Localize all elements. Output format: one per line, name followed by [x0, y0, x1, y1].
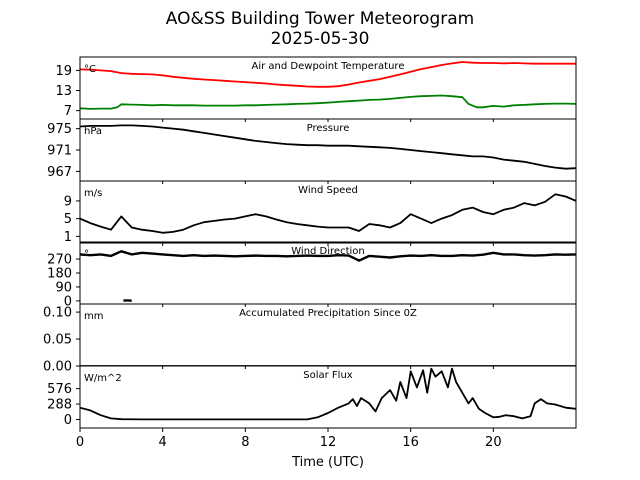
wind_direction-series-0-line: [80, 250, 576, 262]
x-axis: 0 4 8 12 16 20: [76, 435, 502, 450]
wind_speed-unit-label: m/s: [84, 188, 102, 199]
xtick-label: 4: [159, 435, 167, 450]
wind_speed-series-0-line: [80, 193, 576, 234]
precipitation-ytick-label: 0.00: [43, 360, 72, 375]
xtick-label: 0: [76, 435, 84, 450]
panel-pressure: Pressure hPa 967 971 975: [47, 118, 577, 184]
pressure-panel-title: Pressure: [307, 123, 350, 134]
solar_flux-series-0-line: [80, 367, 576, 421]
wind_direction-ytick-label: 90: [55, 280, 72, 295]
temperature-panel-title: Air and Dewpoint Temperature: [252, 61, 405, 72]
panel-wind_speed: Wind Speed m/s 1 5 9: [64, 180, 577, 246]
pressure-unit-label: hPa: [84, 126, 102, 137]
panel-precipitation: Accumulated Precipitation Since 0Z mm 0.00…: [43, 303, 577, 375]
wind_speed-ytick-label: 5: [64, 212, 72, 227]
pressure-series-0-line: [80, 124, 576, 170]
precipitation-ytick-label: 0.10: [43, 306, 72, 321]
panel-temperature: Air and Dewpoint Temperature °C 7 13 19: [55, 56, 577, 122]
solar_flux-ytick-label: 0: [64, 413, 72, 428]
xtick-label: 16: [402, 435, 419, 450]
precipitation-panel-title: Accumulated Precipitation Since 0Z: [239, 308, 417, 319]
precipitation-unit-label: mm: [84, 311, 103, 322]
wind_direction-ytick-label: 180: [47, 267, 72, 282]
xtick-label: 12: [320, 435, 337, 450]
temperature-ytick-label: 7: [64, 104, 72, 119]
pressure-ytick-label: 975: [47, 122, 72, 137]
panels-group: Air and Dewpoint Temperature°C71319Press…: [43, 56, 577, 432]
wind_speed-ytick-label: 9: [64, 194, 72, 209]
solar_flux-ytick-label: 288: [47, 398, 72, 413]
wind_speed-ytick-label: 1: [64, 230, 72, 245]
solar_flux-unit-label: W/m^2: [84, 373, 122, 384]
wind_speed-panel-title: Wind Speed: [298, 185, 358, 196]
wind_direction-ytick-label: 270: [47, 253, 72, 268]
solar_flux-panel-title: Solar Flux: [303, 370, 353, 381]
temperature-series-0-line: [80, 61, 576, 88]
temperature-unit-label: °C: [84, 64, 96, 75]
xtick-label: 20: [485, 435, 502, 450]
pressure-ytick-label: 967: [47, 165, 72, 180]
chart-title-line-2: 2025-05-30: [271, 29, 370, 49]
temperature-ytick-label: 13: [55, 84, 72, 99]
wind_direction-panel-title: Wind Direction: [291, 246, 365, 257]
temperature-series-1-line: [80, 94, 576, 110]
pressure-ytick-label: 971: [47, 144, 72, 159]
x-axis-label: Time (UTC): [291, 455, 364, 470]
xtick-label: 8: [241, 435, 249, 450]
wind_direction-unit-label: °: [84, 249, 89, 260]
solar_flux-ytick-label: 576: [47, 382, 72, 397]
chart-title-line-1: AO&SS Building Tower Meteorogram: [166, 9, 474, 29]
wind_direction-ytick-label: 0: [64, 294, 72, 309]
temperature-ytick-label: 19: [55, 64, 72, 79]
precipitation-ytick-label: 0.05: [43, 333, 72, 348]
